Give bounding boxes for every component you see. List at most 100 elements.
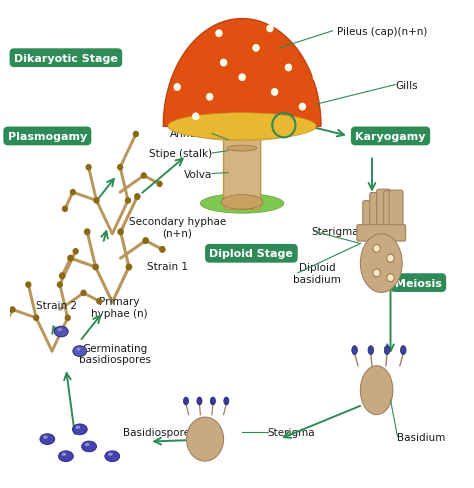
Text: Plasmogamy: Plasmogamy <box>8 132 87 142</box>
Text: Germinating
basidiospores: Germinating basidiospores <box>79 343 151 365</box>
Text: Strain 2: Strain 2 <box>36 300 77 310</box>
Circle shape <box>285 64 292 72</box>
Circle shape <box>125 198 131 204</box>
Circle shape <box>117 229 124 236</box>
Circle shape <box>238 74 246 82</box>
Text: Basidiospores (n): Basidiospores (n) <box>123 427 213 437</box>
Text: Basidium: Basidium <box>398 432 446 442</box>
Ellipse shape <box>73 346 87 357</box>
Circle shape <box>126 264 132 271</box>
Ellipse shape <box>177 112 307 142</box>
Ellipse shape <box>221 195 263 210</box>
Circle shape <box>387 255 394 263</box>
FancyBboxPatch shape <box>383 191 397 232</box>
Ellipse shape <box>227 146 257 152</box>
Polygon shape <box>163 20 321 128</box>
Circle shape <box>192 113 200 121</box>
Circle shape <box>142 238 149 244</box>
Text: Diploid
basidium: Diploid basidium <box>293 263 341 284</box>
Circle shape <box>117 164 123 171</box>
Ellipse shape <box>224 397 229 405</box>
Text: Dikaryotic Stage: Dikaryotic Stage <box>14 54 118 63</box>
Circle shape <box>62 206 68 213</box>
Circle shape <box>93 198 100 204</box>
Circle shape <box>271 89 278 97</box>
Text: Gills: Gills <box>395 81 418 90</box>
Circle shape <box>299 103 306 111</box>
Ellipse shape <box>201 194 284 214</box>
Text: Sterigma: Sterigma <box>268 427 315 437</box>
Circle shape <box>84 229 91 236</box>
Ellipse shape <box>401 346 406 355</box>
Ellipse shape <box>368 346 374 355</box>
Ellipse shape <box>210 397 216 405</box>
Circle shape <box>9 306 16 313</box>
Ellipse shape <box>82 441 97 452</box>
Ellipse shape <box>73 424 87 435</box>
Circle shape <box>57 282 63 288</box>
Circle shape <box>81 290 87 297</box>
Ellipse shape <box>197 397 202 405</box>
Circle shape <box>387 274 394 282</box>
Ellipse shape <box>168 114 316 141</box>
Ellipse shape <box>76 348 81 351</box>
Ellipse shape <box>76 426 80 429</box>
Circle shape <box>70 189 76 196</box>
Text: Karyogamy: Karyogamy <box>356 132 426 142</box>
FancyBboxPatch shape <box>377 190 391 227</box>
Circle shape <box>141 173 147 180</box>
Ellipse shape <box>183 397 189 405</box>
FancyBboxPatch shape <box>389 191 403 234</box>
Circle shape <box>1 323 8 330</box>
Text: Volva: Volva <box>184 169 212 179</box>
Circle shape <box>252 45 260 53</box>
Ellipse shape <box>58 451 73 462</box>
Circle shape <box>373 269 380 277</box>
Ellipse shape <box>360 366 393 415</box>
Ellipse shape <box>40 434 55 445</box>
Ellipse shape <box>85 443 90 446</box>
Text: Secondary hyphae
(n+n): Secondary hyphae (n+n) <box>128 216 226 238</box>
Text: Meiosis: Meiosis <box>395 278 442 288</box>
FancyBboxPatch shape <box>357 225 406 242</box>
Ellipse shape <box>62 453 66 456</box>
Ellipse shape <box>352 346 357 355</box>
FancyBboxPatch shape <box>224 122 261 210</box>
Circle shape <box>96 298 102 305</box>
Circle shape <box>133 131 139 138</box>
Circle shape <box>64 315 71 322</box>
Circle shape <box>25 282 31 288</box>
Ellipse shape <box>55 326 68 337</box>
Circle shape <box>206 94 213 102</box>
Text: Sterigma: Sterigma <box>312 227 359 237</box>
Circle shape <box>59 273 65 280</box>
Text: Pileus (cap)(n+n): Pileus (cap)(n+n) <box>337 27 428 37</box>
Ellipse shape <box>108 453 113 456</box>
Circle shape <box>373 245 380 253</box>
Circle shape <box>33 315 39 322</box>
FancyBboxPatch shape <box>363 201 376 232</box>
Circle shape <box>92 264 99 271</box>
Circle shape <box>85 164 92 171</box>
Circle shape <box>313 74 320 82</box>
Circle shape <box>156 181 163 188</box>
Text: Diploid Stage: Diploid Stage <box>210 249 293 259</box>
Text: Primary
hyphae (n): Primary hyphae (n) <box>91 297 147 318</box>
Ellipse shape <box>360 234 402 293</box>
Circle shape <box>134 194 141 201</box>
Circle shape <box>266 25 273 33</box>
Ellipse shape <box>58 328 62 331</box>
Ellipse shape <box>105 451 120 462</box>
Text: Stipe (stalk): Stipe (stalk) <box>149 149 212 159</box>
Ellipse shape <box>186 417 224 461</box>
Text: Strain 1: Strain 1 <box>147 261 188 271</box>
Circle shape <box>215 30 223 38</box>
Text: Annulus: Annulus <box>170 129 212 139</box>
Circle shape <box>73 248 79 255</box>
FancyBboxPatch shape <box>370 193 383 227</box>
Circle shape <box>173 84 181 92</box>
Circle shape <box>67 255 74 262</box>
Circle shape <box>220 60 227 67</box>
Ellipse shape <box>384 346 390 355</box>
Circle shape <box>159 246 166 253</box>
